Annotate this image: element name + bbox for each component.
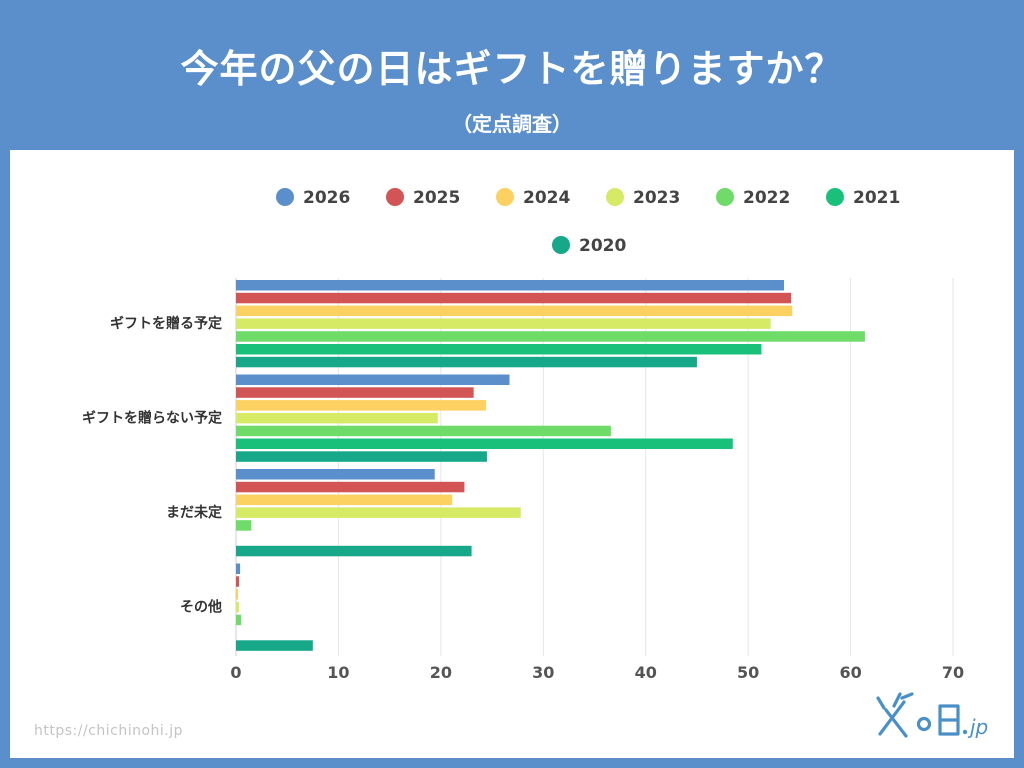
x-tick-label: 60 [839,663,861,682]
bar [236,356,697,368]
bar [236,520,252,531]
page-subtitle: （定点調査） [452,112,572,136]
x-tick-label: 20 [430,663,452,682]
bar [236,387,474,398]
bar [236,507,521,518]
legend-marker [716,188,734,206]
bar [236,451,487,462]
legend-marker [606,188,624,206]
bar [236,563,241,574]
chart-card: 0 10 20 30 40 50 60 70 ギフトを贈る予定ギフトを贈らない予定まだ未定その他… [10,150,1014,758]
bar [236,318,771,329]
header: 今年の父の日はギフトを贈りますか？ （定点調査） [0,0,1024,150]
bar-chart: 0 10 20 30 40 50 60 70 ギフトを贈る予定ギフトを贈らない予定まだ未定その他… [82,188,964,682]
category-label: ギフトを贈る予定 [110,315,222,332]
bar [236,280,784,291]
bar [236,400,486,411]
x-tick-label: 30 [532,663,554,682]
bar [236,305,793,317]
x-tick-label: 0 [230,663,241,682]
legend-marker [826,188,844,206]
x-tick-label: 40 [635,663,657,682]
page-title: 今年の父の日はギフトを贈りますか？ [180,47,844,91]
legend-marker [496,188,514,206]
category-label: その他 [180,598,222,615]
legend-label: 2022 [743,188,790,208]
bar [236,438,733,449]
bar [236,589,239,600]
bar [236,292,792,304]
svg-text:jp: jp [967,715,988,739]
bar [236,601,240,613]
x-tick-label: 70 [942,663,964,682]
x-tick-label: 10 [327,663,349,682]
legend-label: 2023 [633,188,680,208]
bar [236,481,465,493]
legend-label: 2026 [303,188,350,208]
bar [236,640,313,651]
x-tick-label: 50 [737,663,759,682]
legend-label: 2021 [853,188,900,208]
bar [236,614,242,626]
bar [236,344,762,355]
legend-label: 2020 [579,236,626,256]
bar [236,494,453,506]
bar [236,425,611,437]
site-url: https://chichinohi.jp [34,723,184,739]
legend-label: 2025 [413,188,460,208]
category-label: まだ未定 [166,504,222,521]
bar [236,469,435,480]
legend-marker [276,188,294,206]
category-label: ギフトを贈らない予定 [82,409,222,426]
bar [236,576,240,587]
bar [236,545,472,557]
legend-marker [552,236,570,254]
legend-marker [386,188,404,206]
site-logo: jp [870,688,1000,744]
bar [236,331,865,342]
legend-label: 2024 [523,188,570,208]
bar [236,374,510,385]
bar [236,412,438,424]
